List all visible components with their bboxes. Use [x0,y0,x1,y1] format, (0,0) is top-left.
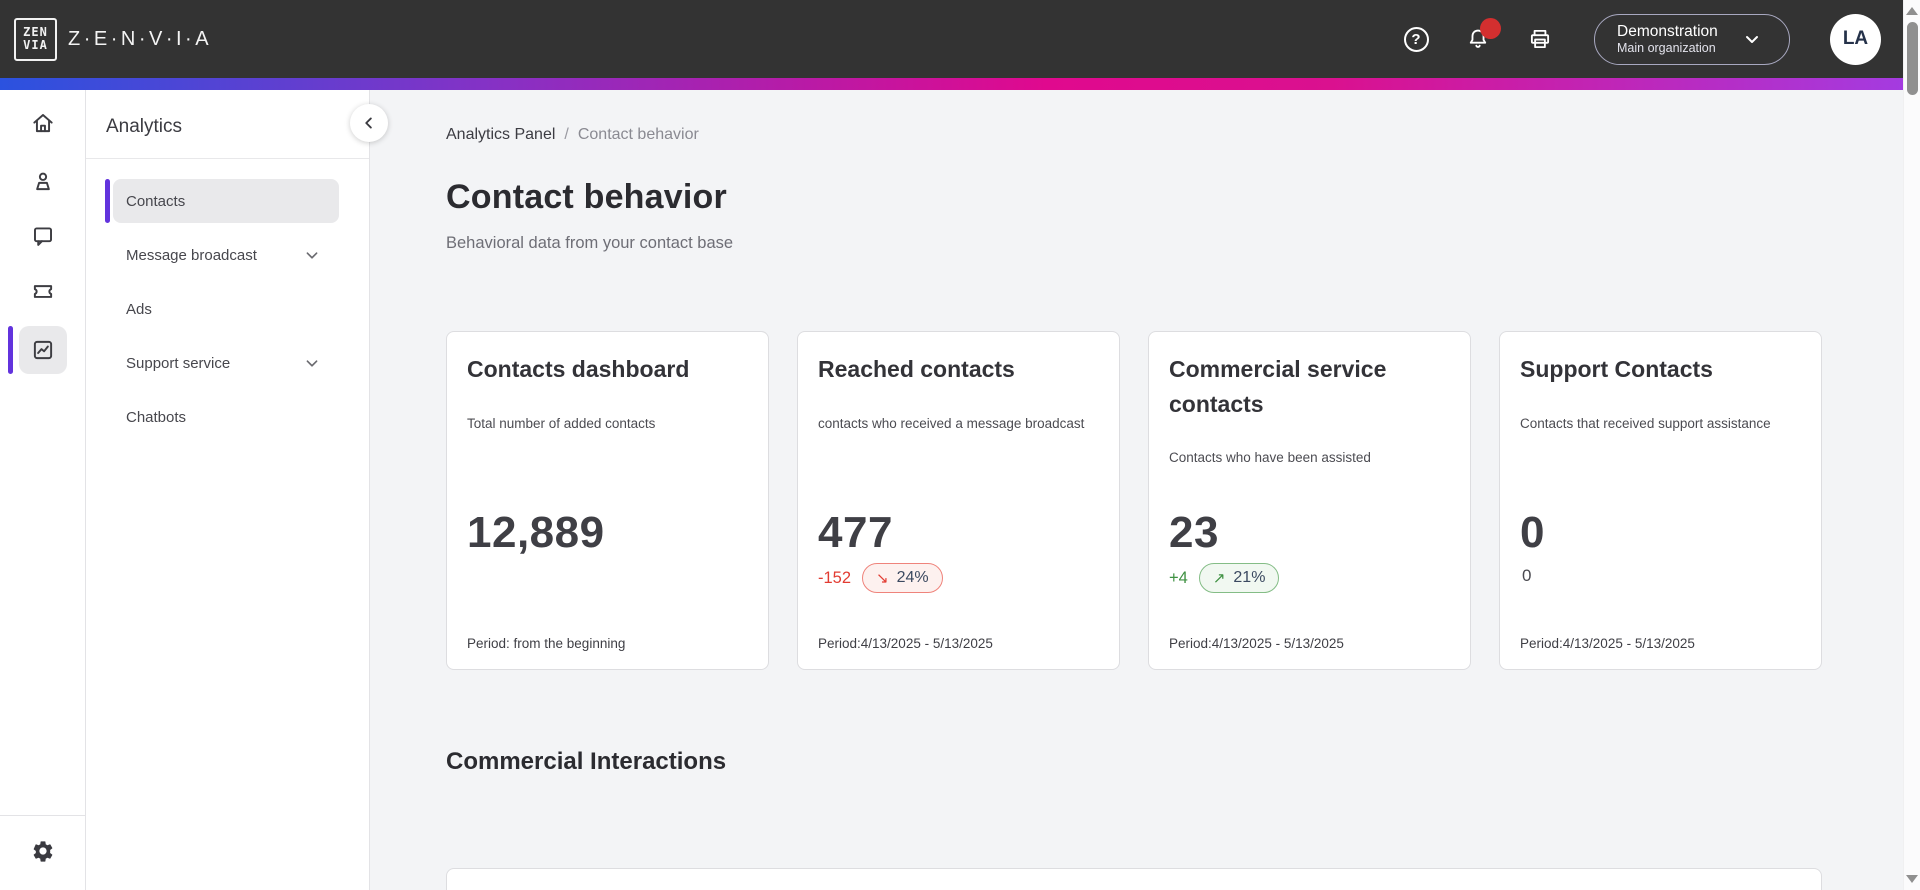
person-icon [36,172,50,191]
ticket-icon [33,285,53,298]
trend-percent: 24% [896,569,929,586]
card-description: Contacts who have been assisted [1169,450,1371,465]
card-value: 477 [818,508,893,557]
sidebar-item-label: Ads [126,300,152,318]
rail-item-conversations[interactable] [19,212,67,260]
kpi-cards-row: Contacts dashboard Total number of added… [446,331,1903,670]
card-commercial-service-contacts: Commercial service contacts Contacts who… [1148,331,1471,670]
card-trend: +4 ↗ 21% [1169,563,1280,593]
chevron-down-icon [306,360,318,367]
org-subtitle: Main organization [1617,40,1716,55]
arrow-down-right-icon: ↘ [876,570,889,587]
brand-gradient-bar [0,78,1903,90]
sidebar-item-label: Support service [126,354,231,372]
sidebar-item-chatbots[interactable]: Chatbots [113,395,339,439]
trend-badge: ↘ 24% [862,563,943,593]
card-value: 0 [1520,508,1545,557]
main-content: Analytics Panel / Contact behavior Conta… [370,90,1903,890]
trend-delta: +4 [1169,568,1188,587]
card-title: Contacts dashboard [467,356,690,382]
chevron-left-icon [365,117,372,129]
rail-divider [0,815,86,816]
analytics-sidebar: Analytics Contacts Message broadcast Ads… [86,90,388,890]
help-button[interactable]: ? [1402,25,1430,53]
card-description: Total number of added contacts [467,415,656,431]
card-contacts-dashboard: Contacts dashboard Total number of added… [446,331,769,670]
card-description: contacts who received a message broadcas… [818,415,1085,431]
card-reached-contacts: Reached contacts contacts who received a… [797,331,1120,670]
card-title: Reached contacts [818,356,1015,382]
page-title: Contact behavior [446,178,727,216]
trend-percent: 21% [1233,569,1266,586]
org-name: Demonstration [1617,22,1718,40]
printer-icon [1530,29,1550,49]
org-switcher[interactable]: Demonstration Main organization [1594,13,1790,65]
trend-delta: -152 [818,568,852,587]
rail-item-home[interactable] [19,99,67,147]
sidebar-item-contacts[interactable]: Contacts [105,179,339,223]
sidebar-item-ads[interactable]: Ads [113,287,339,331]
top-header: ZEN VIA Z·E·N·V·I·A ? Demonstration Main… [0,0,1903,78]
sidebar-item-label: Message broadcast [126,246,257,264]
active-item-indicator [105,179,110,223]
breadcrumb-current: Contact behavior [577,126,699,143]
breadcrumb: Analytics Panel / Contact behavior [446,126,1903,144]
rail-item-analytics[interactable] [19,326,67,374]
notification-badge [1480,18,1501,39]
rail-item-tickets[interactable] [19,267,67,315]
rail-item-settings[interactable] [19,827,67,875]
card-title: Commercial service contacts [1169,356,1387,417]
line-chart-icon [33,340,53,360]
sidebar-menu: Contacts Message broadcast Ads Support s… [86,159,369,439]
card-value: 12,889 [467,508,605,557]
help-icon: ? [1403,26,1429,52]
card-title: Support Contacts [1520,356,1713,382]
scrollbar-down-arrow[interactable] [1906,875,1918,883]
header-actions: ? Demonstration Main organization [1368,13,1881,65]
sidebar-item-message-broadcast[interactable]: Message broadcast [113,233,339,277]
chevron-down-icon [1745,36,1758,43]
rail-item-contacts[interactable] [19,158,67,206]
sidebar-divider [86,158,369,159]
rail-active-indicator [8,326,13,374]
print-button[interactable] [1526,25,1554,53]
zenvia-logo-icon: ZEN VIA [14,17,57,61]
commercial-interactions-card-partial [446,868,1822,890]
gear-icon [33,841,53,862]
trend-badge: ↗ 21% [1198,563,1280,593]
user-avatar[interactable]: LA [1830,13,1881,65]
sidebar-title: Analytics [106,116,183,137]
page-scrollbar [1903,0,1920,890]
section-title-commercial-interactions: Commercial Interactions [446,748,727,775]
card-period: Period: from the beginning [467,636,626,651]
card-secondary-value: 0 [1522,566,1532,585]
card-support-contacts: Support Contacts Contacts that received … [1499,331,1822,670]
home-icon [33,114,53,133]
logo-line2: VIA [23,38,48,52]
chat-bubble-icon [34,227,52,246]
card-period: Period:4/13/2025 - 5/13/2025 [1520,636,1695,651]
sidebar-item-support-service[interactable]: Support service [113,341,339,385]
org-switcher-text: Demonstration Main organization [1617,22,1718,57]
breadcrumb-analytics-panel[interactable]: Analytics Panel [446,126,556,143]
scrollbar-thumb[interactable] [1907,22,1918,95]
chevron-down-icon [306,252,318,259]
arrow-up-right-icon: ↗ [1212,570,1226,587]
icon-rail [0,90,86,890]
card-period: Period:4/13/2025 - 5/13/2025 [818,636,993,651]
app-body: Analytics Contacts Message broadcast Ads… [0,90,1903,890]
logo-line1: ZEN [23,25,48,40]
sidebar-item-label: Contacts [126,192,186,210]
scrollbar-up-arrow[interactable] [1906,7,1918,15]
notifications-button[interactable] [1464,18,1501,53]
page-subtitle: Behavioral data from your contact base [446,234,734,252]
breadcrumb-separator: / [564,126,569,143]
card-trend: -152 ↘ 24% [818,563,943,593]
sidebar-collapse-button[interactable] [350,104,388,142]
card-value: 23 [1169,508,1219,557]
card-period: Period:4/13/2025 - 5/13/2025 [1169,636,1344,651]
sidebar-item-label: Chatbots [126,408,187,426]
card-description: Contacts that received support assistanc… [1520,415,1771,431]
brand-wordmark: Z·E·N·V·I·A [68,27,213,50]
